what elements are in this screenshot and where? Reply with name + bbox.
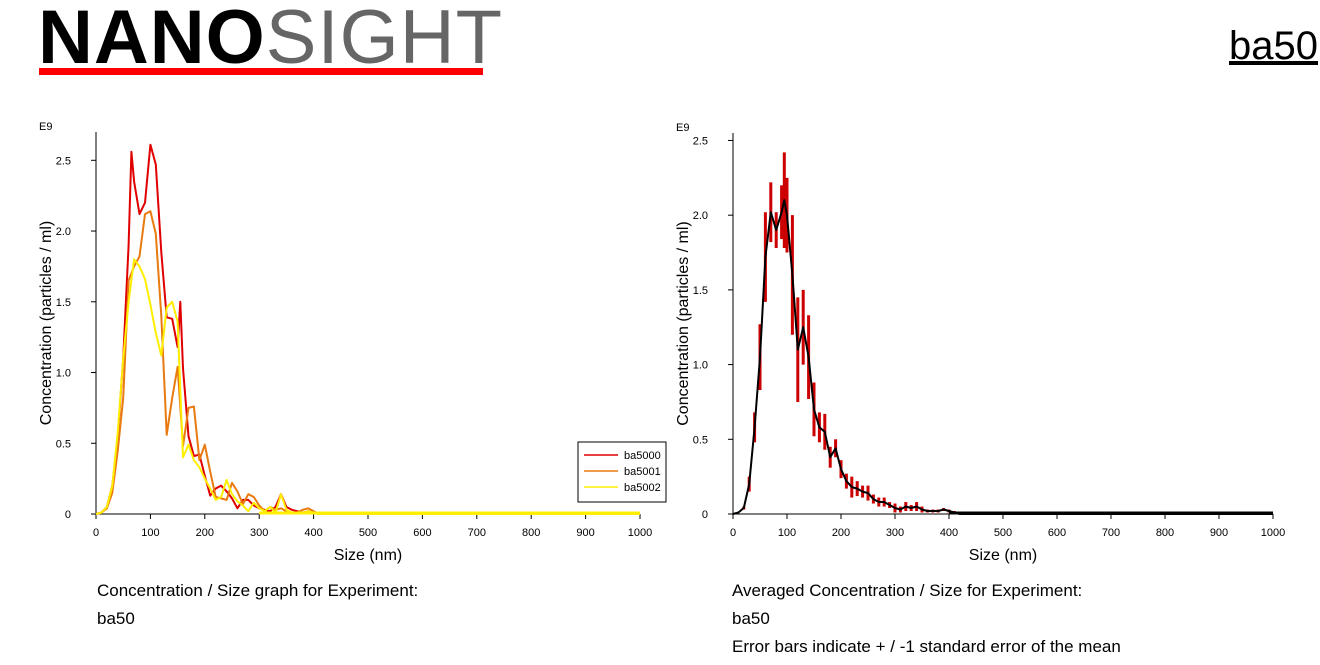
y-tick-label: 1.0 xyxy=(693,360,708,372)
logo-sight-text: SIGHT xyxy=(265,0,504,80)
x-tick-label: 500 xyxy=(359,527,377,539)
y-axis-label: Concentration (particles / ml) xyxy=(675,221,692,426)
right-caption-line1: Averaged Concentration / Size for Experi… xyxy=(732,581,1083,600)
concentration-size-chart: E9 0 0.5 1.0 1.5 2.0 2.5 0 100 200 300 400 500 600 700… xyxy=(38,121,667,564)
y-tick-label: 2.5 xyxy=(693,135,708,147)
x-tick-label: 700 xyxy=(468,527,486,539)
series-line-ba5001 xyxy=(95,210,640,515)
series-line-ba5002 xyxy=(95,258,640,515)
y-tick-label: 0.5 xyxy=(693,434,708,446)
series-line-average xyxy=(732,199,1273,515)
x-axis-label: Size (nm) xyxy=(969,547,1037,564)
x-tick-label: 100 xyxy=(778,527,796,539)
x-tick-label: 200 xyxy=(196,527,214,539)
y-axis-label: Concentration (particles / ml) xyxy=(38,221,55,426)
experiment-id-title: ba50 xyxy=(1229,24,1318,68)
legend-entry: ba5001 xyxy=(624,466,661,478)
y-multiplier-label: E9 xyxy=(676,122,689,134)
logo-underline-bar xyxy=(39,68,483,75)
left-chart-caption: Concentration / Size graph for Experimen… xyxy=(97,577,418,633)
y-tick-label: 1.0 xyxy=(56,368,71,380)
x-tick-label: 0 xyxy=(730,527,736,539)
right-caption-error-note: Error bars indicate + / -1 standard erro… xyxy=(732,637,1121,656)
x-tick-label: 100 xyxy=(141,527,159,539)
x-tick-label: 700 xyxy=(1102,527,1120,539)
x-tick-label: 800 xyxy=(1156,527,1174,539)
legend-entry: ba5000 xyxy=(624,450,661,462)
x-tick-label: 200 xyxy=(832,527,850,539)
x-axis-label: Size (nm) xyxy=(334,547,402,564)
y-tick-label: 0 xyxy=(702,509,708,521)
x-tick-label: 800 xyxy=(522,527,540,539)
y-tick-label: 0 xyxy=(65,509,71,521)
x-tick-label: 1000 xyxy=(628,527,652,539)
right-caption-experiment: ba50 xyxy=(732,609,770,628)
series-line-ba5000 xyxy=(95,143,640,515)
x-tick-label: 0 xyxy=(93,527,99,539)
x-tick-label: 300 xyxy=(250,527,268,539)
left-caption-experiment: ba50 xyxy=(97,609,135,628)
x-tick-label: 1000 xyxy=(1261,527,1285,539)
x-tick-label: 300 xyxy=(886,527,904,539)
y-tick-label: 0.5 xyxy=(56,438,71,450)
x-tick-label: 500 xyxy=(994,527,1012,539)
right-chart-caption: Averaged Concentration / Size for Experi… xyxy=(732,577,1121,661)
averaged-concentration-chart: E9 0 0.5 1.0 1.5 2.0 2.5 0 100 200 300 400 500 600 700… xyxy=(675,122,1285,564)
legend-box xyxy=(577,441,667,503)
x-tick-label: 600 xyxy=(413,527,431,539)
y-tick-label: 2.5 xyxy=(56,155,71,167)
y-tick-label: 1.5 xyxy=(56,297,71,309)
nanosight-logo: NANOSIGHT xyxy=(38,0,503,80)
logo-nano-text: NANO xyxy=(38,0,266,80)
legend-entry: ba5002 xyxy=(624,482,661,494)
x-tick-label: 600 xyxy=(1048,527,1066,539)
y-tick-label: 2.0 xyxy=(56,226,71,238)
x-tick-label: 400 xyxy=(304,527,322,539)
y-multiplier-label: E9 xyxy=(39,121,52,133)
x-tick-label: 400 xyxy=(940,527,958,539)
x-tick-label: 900 xyxy=(1210,527,1228,539)
y-tick-label: 1.5 xyxy=(693,285,708,297)
y-tick-label: 2.0 xyxy=(693,210,708,222)
x-tick-label: 900 xyxy=(576,527,594,539)
left-caption-line1: Concentration / Size graph for Experimen… xyxy=(97,581,419,600)
